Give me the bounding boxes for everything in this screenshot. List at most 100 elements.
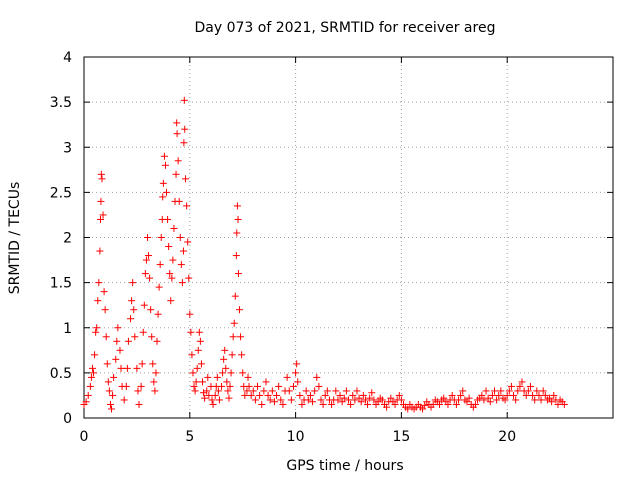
x-tick-label: 0 <box>80 429 89 445</box>
data-point <box>99 211 107 219</box>
data-point <box>186 310 194 318</box>
data-point <box>92 328 100 336</box>
data-point <box>223 378 231 386</box>
data-point <box>287 396 295 404</box>
data-point <box>88 364 96 372</box>
data-point <box>127 315 135 323</box>
data-point <box>233 202 241 210</box>
data-point <box>554 400 562 408</box>
y-tick-label: 0 <box>63 411 72 427</box>
data-point <box>505 387 513 395</box>
data-point <box>145 252 153 260</box>
data-point <box>129 279 137 287</box>
data-point <box>195 328 203 336</box>
data-point <box>366 394 374 402</box>
data-point <box>140 301 148 309</box>
data-point <box>529 391 537 399</box>
data-point <box>317 396 325 404</box>
data-point <box>133 364 141 372</box>
data-point <box>507 382 515 390</box>
data-point <box>539 387 547 395</box>
data-point <box>353 387 361 395</box>
grid <box>84 57 613 418</box>
data-point <box>361 396 369 404</box>
data-point <box>200 389 208 397</box>
data-point <box>334 396 342 404</box>
data-point <box>214 387 222 395</box>
data-point <box>351 396 359 404</box>
data-point <box>522 391 530 399</box>
data-point <box>486 398 494 406</box>
data-point <box>154 310 162 318</box>
data-point <box>364 400 372 408</box>
data-point <box>258 400 266 408</box>
data-point <box>273 391 281 399</box>
data-point <box>349 391 357 399</box>
data-point <box>134 387 142 395</box>
data-point <box>101 306 109 314</box>
data-point <box>270 398 278 406</box>
data-point <box>444 400 452 408</box>
data-point <box>190 382 198 390</box>
data-point <box>488 391 496 399</box>
data-point <box>236 306 244 314</box>
data-point <box>159 179 167 187</box>
data-point <box>383 403 391 411</box>
data-point <box>516 382 524 390</box>
data-point <box>211 391 219 399</box>
data-point <box>345 396 352 404</box>
data-point <box>82 398 90 406</box>
y-axis-label: SRMTID / TECUs <box>7 182 23 295</box>
data-point <box>98 175 106 183</box>
data-point <box>243 387 251 395</box>
data-point <box>97 197 105 205</box>
data-point <box>249 387 257 395</box>
data-point <box>139 328 147 336</box>
data-point <box>155 283 163 291</box>
data-point <box>164 215 172 223</box>
data-point <box>90 369 98 377</box>
data-point <box>193 364 201 372</box>
data-point <box>229 333 237 341</box>
x-axis-label: GPS time / hours <box>286 458 403 474</box>
data-point <box>347 400 355 408</box>
data-point <box>102 333 110 341</box>
data-point <box>541 391 549 399</box>
data-point <box>181 125 189 133</box>
data-point <box>277 396 285 404</box>
data-point <box>338 398 346 406</box>
data-point <box>156 261 164 269</box>
data-point <box>172 170 180 178</box>
x-tick-label: 15 <box>392 429 410 445</box>
data-point <box>340 394 348 402</box>
data-point <box>387 394 395 402</box>
data-point <box>550 391 558 399</box>
data-point <box>234 270 242 278</box>
data-point <box>355 394 363 402</box>
data-point <box>421 401 429 409</box>
data-point <box>294 378 302 386</box>
data-point <box>117 364 125 372</box>
data-point <box>283 373 291 381</box>
data-point <box>440 394 448 402</box>
data-point <box>397 396 405 404</box>
data-point <box>180 96 188 104</box>
data-point <box>471 400 479 408</box>
data-point <box>370 396 378 404</box>
data-point <box>526 382 534 390</box>
data-point <box>151 387 159 395</box>
data-point <box>120 396 128 404</box>
data-point <box>130 306 138 314</box>
data-point <box>103 360 111 368</box>
data-point <box>187 328 195 336</box>
data-point <box>108 405 116 413</box>
data-point <box>97 170 105 178</box>
data-point <box>96 247 104 255</box>
data-point <box>357 398 365 406</box>
data-point <box>142 256 150 264</box>
data-point <box>359 391 367 399</box>
data-point <box>189 369 197 377</box>
data-point <box>143 234 151 241</box>
data-point <box>514 387 522 395</box>
data-point <box>233 229 241 237</box>
